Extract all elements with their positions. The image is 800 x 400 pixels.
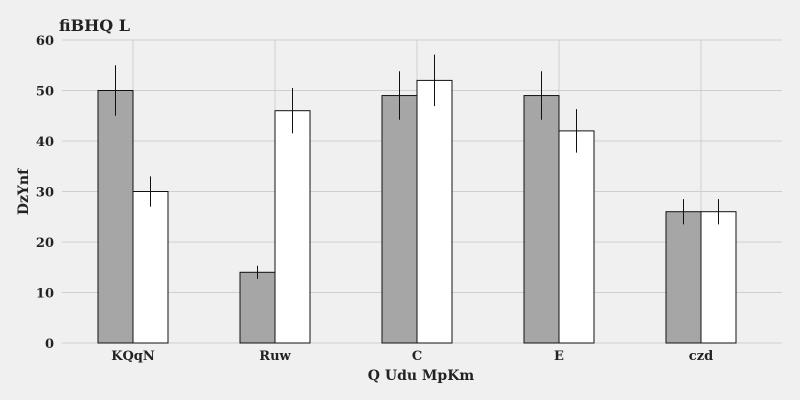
x-axis-title: Q Udu MpKm: [368, 368, 475, 384]
bar-series-2: [559, 131, 594, 343]
y-tick-label: 20: [36, 236, 54, 251]
x-tick-label: Ruw: [259, 349, 291, 364]
x-tick-label: C: [412, 349, 422, 364]
bars-layer: [98, 55, 736, 343]
bar-series-1: [240, 272, 275, 343]
bar-series-1: [666, 212, 701, 343]
y-tick-labels: 0 10 20 30 40 50 60: [36, 34, 54, 352]
bar-series-2: [133, 192, 168, 344]
y-tick-label: 40: [36, 135, 54, 150]
y-tick-label: 60: [36, 34, 54, 49]
bar-series-1: [524, 96, 559, 343]
x-tick-label: czd: [689, 349, 713, 364]
bar-series-2: [701, 212, 736, 343]
bar-series-2: [417, 80, 452, 343]
bar-series-1: [382, 96, 417, 343]
y-tick-label: 10: [36, 287, 54, 302]
y-tick-label: 30: [36, 186, 54, 201]
y-tick-label: 0: [45, 337, 54, 352]
y-tick-label: 50: [36, 85, 54, 100]
y-axis-title: DzYnf: [16, 168, 32, 215]
bar-series-2: [275, 111, 310, 343]
bar-series-1: [98, 91, 133, 344]
chart-title: fiBHQ L: [59, 16, 130, 35]
x-tick-label: KQqN: [111, 349, 155, 364]
x-tick-label: E: [554, 349, 564, 364]
